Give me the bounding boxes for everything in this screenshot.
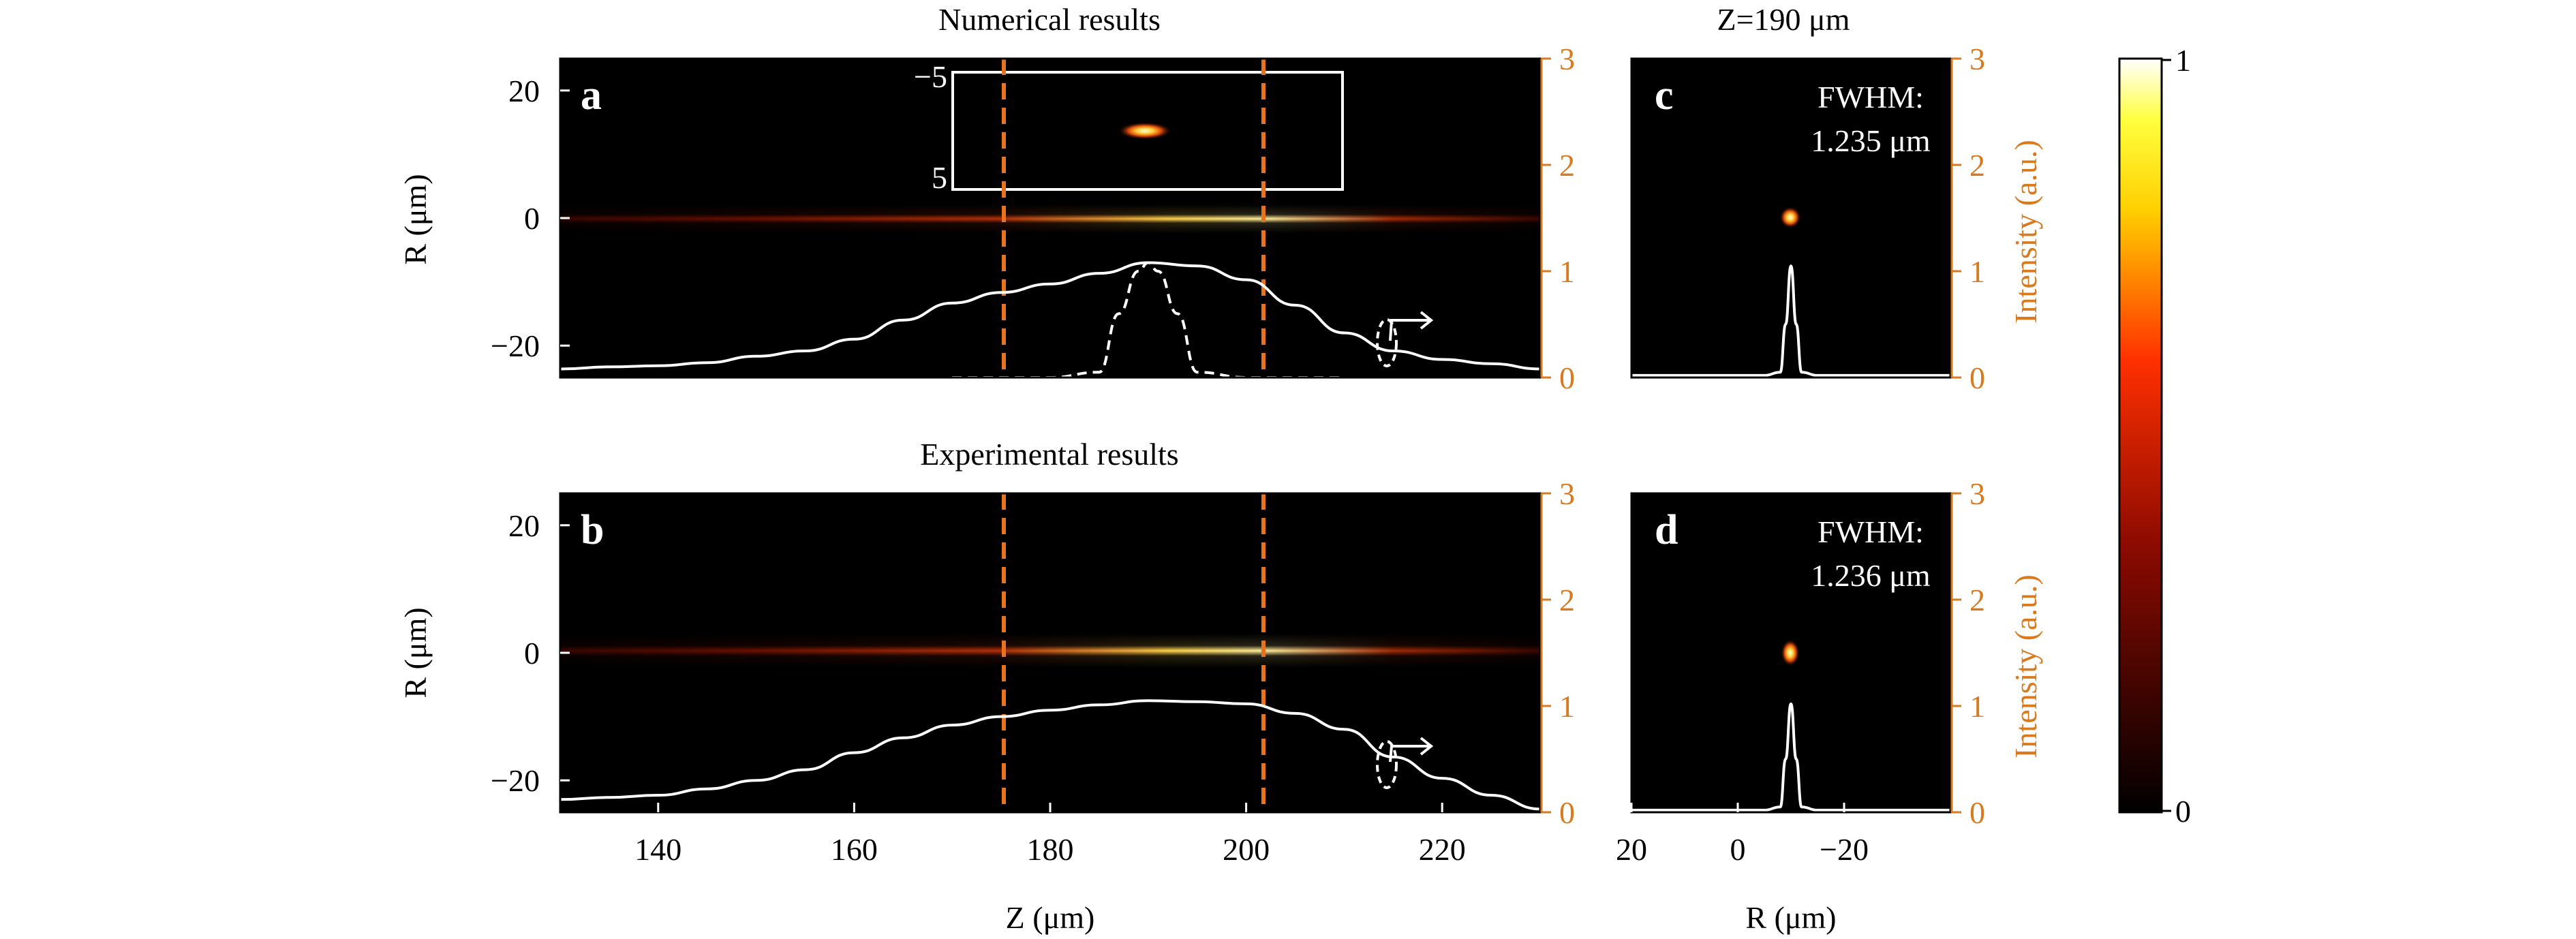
panel-c-fwhm-value: 1.235 μm [1811, 123, 1931, 158]
panel-b-right-tick-label: 2 [1559, 583, 1575, 617]
panel-b-ytick-label: 20 [508, 508, 540, 543]
title-experimental: Experimental results [920, 437, 1178, 472]
panel-d-xtick-label: −20 [1820, 832, 1869, 867]
panel-b-xtick-label: 200 [1223, 832, 1270, 867]
panel-b: b [560, 493, 1540, 812]
panel-d-right-label: Intensity (a.u.) [2008, 574, 2043, 758]
panel-b-ytick-label: 0 [524, 636, 540, 671]
panel-a-ytick-label: 0 [524, 201, 540, 236]
panel-a-ytick-label: 20 [508, 74, 540, 108]
panel-b-xtick-label: 160 [831, 832, 878, 867]
panel-d-xlabel: R (μm) [1745, 900, 1836, 935]
panel-b-label: b [581, 507, 604, 553]
panel-b-xtick-label: 140 [634, 832, 681, 867]
panel-b-xlabel: Z (μm) [1006, 900, 1095, 935]
panel-a-right-tick-label: 0 [1559, 360, 1575, 395]
panel-c-right-tick-label: 0 [1969, 360, 1985, 395]
panel-b-xtick-label: 180 [1027, 832, 1074, 867]
panel-d: d FWHM: 1.236 μm [1631, 493, 1950, 812]
panel-a-right-tick-label: 2 [1559, 148, 1575, 183]
panel-d-fwhm-title: FWHM: [1818, 514, 1924, 549]
panel-d-right-tick-label: 3 [1969, 476, 1985, 511]
figure: Numerical results Experimental results Z… [0, 0, 2576, 939]
panel-d-label: d [1655, 507, 1678, 553]
panel-b-right-tick-label: 0 [1559, 795, 1575, 830]
panel-a-label: a [581, 72, 602, 119]
panel-b-ytick-label: −20 [491, 763, 540, 798]
panel-d-right-tick-label: 0 [1969, 795, 1985, 830]
panel-b-right-tick-label: 1 [1559, 689, 1575, 724]
panel-b-xtick-label: 220 [1419, 832, 1466, 867]
panel-c-label: c [1655, 72, 1674, 119]
panel-a-right-tick-label: 3 [1559, 42, 1575, 76]
panel-c-right-tick-label: 3 [1969, 42, 1985, 76]
title-numerical: Numerical results [938, 2, 1161, 37]
panel-a-inset-tick-label: 5 [932, 160, 947, 195]
panel-a-inset-spot [1118, 122, 1172, 140]
panel-b-right-tick-label: 3 [1559, 476, 1575, 511]
panel-a-right-tick-label: 1 [1559, 254, 1575, 289]
panel-c: c FWHM: 1.235 μm [1631, 59, 1950, 378]
panel-a-inset-tick-label: −5 [914, 59, 947, 94]
panel-b-ylabel: R (μm) [398, 607, 433, 698]
panel-b-beam-fade [560, 634, 1540, 668]
panel-d-right-tick-label: 1 [1969, 689, 1985, 724]
panel-c-right-tick-label: 1 [1969, 254, 1985, 289]
title-z190: Z=190 μm [1717, 2, 1850, 37]
panel-a-ytick-label: −20 [491, 328, 540, 363]
panel-d-xtick-label: 0 [1730, 832, 1746, 867]
panel-c-fwhm-title: FWHM: [1818, 80, 1924, 114]
panel-c-right-tick-label: 2 [1969, 148, 1985, 183]
colorbar-gradient [2119, 59, 2162, 812]
panel-d-spot [1781, 639, 1800, 666]
panel-c-spot [1779, 206, 1801, 228]
panel-a-beam-fade [560, 204, 1540, 233]
panel-c-right-label: Intensity (a.u.) [2008, 140, 2043, 324]
panel-a: −5 5 a [560, 59, 1540, 378]
panel-d-xtick-label: 20 [1616, 832, 1647, 867]
panel-d-fwhm-value: 1.236 μm [1811, 558, 1931, 593]
colorbar-min-label: 0 [2175, 794, 2191, 829]
panel-a-ylabel: R (μm) [398, 174, 433, 264]
colorbar: 1 0 [2119, 43, 2191, 829]
colorbar-max-label: 1 [2175, 43, 2191, 78]
panel-d-right-tick-label: 2 [1969, 583, 1985, 617]
